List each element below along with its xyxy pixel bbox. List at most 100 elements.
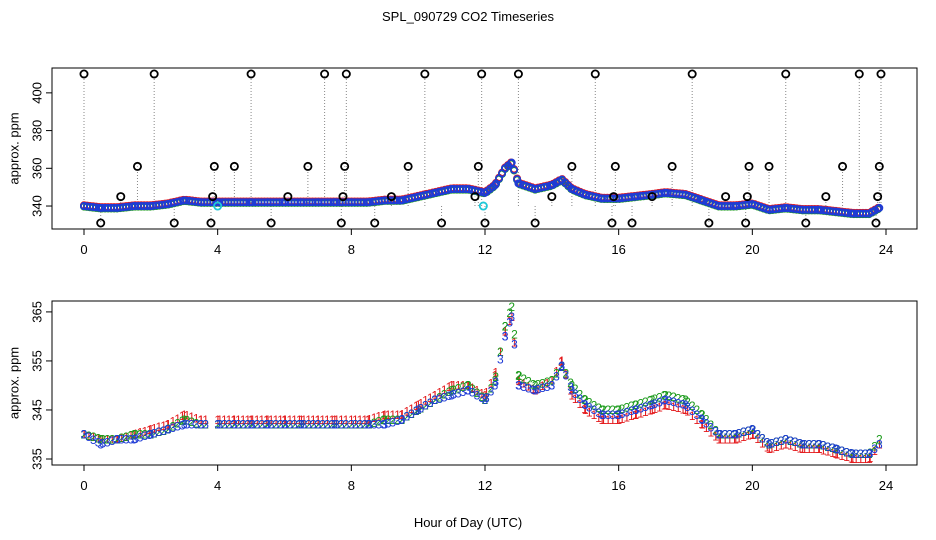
series-1-glyph: 1	[389, 408, 396, 422]
series-2-glyph: 2	[375, 415, 382, 429]
series-2-glyph: 2	[553, 367, 560, 381]
x-tick-label: 20	[745, 242, 759, 257]
series-1-point: 1	[508, 310, 515, 324]
series-3-glyph: 3	[586, 400, 593, 414]
series-1-point: 1	[492, 369, 499, 383]
series-1-point: 1	[782, 437, 789, 451]
series-2-glyph: 2	[366, 417, 373, 431]
series-1-point: 1	[699, 418, 706, 432]
series-1-glyph: 1	[324, 413, 331, 427]
series-1-point: 1	[131, 427, 138, 441]
series-3-point: 3	[415, 403, 422, 417]
ambient-point	[247, 198, 256, 207]
series-1-point: 1	[315, 413, 322, 427]
series-1-point: 1	[515, 374, 522, 388]
series-1-glyph: 1	[226, 413, 233, 427]
ambient-point	[163, 200, 172, 209]
series-3-glyph: 3	[492, 375, 499, 389]
series-3-glyph: 3	[530, 383, 537, 397]
series-1-glyph: 1	[544, 376, 551, 390]
series-2-glyph: 2	[413, 404, 420, 418]
calibration-point	[208, 192, 218, 202]
series-1-glyph: 1	[497, 345, 504, 359]
series-3-glyph: 3	[577, 392, 584, 406]
series-2-point: 2	[365, 418, 372, 432]
calibration-point	[687, 69, 697, 79]
flagged-point	[478, 201, 488, 211]
series-2-glyph: 2	[548, 374, 555, 388]
series-3-glyph: 3	[684, 400, 691, 414]
series-3-point: 3	[448, 388, 455, 402]
ambient-point	[614, 194, 623, 203]
series-3-glyph: 3	[525, 381, 532, 395]
series-1-glyph: 1	[572, 392, 579, 406]
series-2-glyph: 2	[310, 418, 317, 432]
x-tick-label: 24	[879, 242, 893, 257]
series-2-glyph: 2	[90, 430, 97, 444]
series-2-glyph: 2	[141, 427, 148, 441]
series-2-glyph: 2	[525, 375, 532, 389]
series-2-glyph: 2	[853, 447, 860, 461]
series-1-point: 1	[381, 408, 388, 422]
series-1-glyph: 1	[600, 413, 607, 427]
y-tick-label: 400	[29, 82, 44, 104]
y-tick-label: 380	[29, 120, 44, 142]
series-2-glyph: 2	[605, 403, 612, 417]
series-1-point: 1	[876, 437, 883, 451]
series-1-glyph: 1	[422, 394, 429, 408]
series-2-glyph: 2	[614, 403, 621, 417]
series-1-glyph: 1	[375, 410, 382, 424]
series-1-glyph: 1	[291, 413, 298, 427]
series-1-point: 1	[502, 325, 509, 339]
series-2-glyph: 2	[703, 413, 710, 427]
ambient-point	[347, 198, 356, 207]
ambient-point	[263, 198, 272, 207]
series-3-glyph: 3	[268, 418, 275, 432]
series-3-glyph: 3	[413, 404, 420, 418]
series-3-glyph: 3	[99, 437, 106, 451]
series-2-glyph: 2	[460, 380, 467, 394]
series-1-glyph: 1	[244, 413, 251, 427]
x-tick-label: 8	[348, 478, 355, 493]
series-2-glyph: 2	[740, 425, 747, 439]
y-tick-label: 345	[29, 399, 44, 421]
ambient-point	[397, 196, 406, 205]
series-1-glyph: 1	[736, 431, 743, 445]
x-tick-label: 12	[478, 242, 492, 257]
series-3-glyph: 3	[810, 437, 817, 451]
y-tick-label: 340	[29, 195, 44, 217]
calibration-point	[132, 161, 142, 171]
series-2-glyph: 2	[825, 440, 832, 454]
series-3-point: 3	[649, 398, 656, 412]
ambient-point	[491, 181, 500, 190]
series-1-glyph: 1	[754, 432, 761, 446]
series-2-glyph: 2	[450, 383, 457, 397]
series-3-point: 3	[508, 310, 515, 324]
ambient-point	[581, 190, 590, 199]
series-1-point: 1	[833, 447, 840, 461]
series-3-glyph: 3	[717, 427, 724, 441]
ambient-point	[875, 203, 884, 212]
series-3-glyph: 3	[628, 404, 635, 418]
series-2-glyph: 2	[773, 435, 780, 449]
calibration-point	[437, 218, 447, 228]
ambient-point	[230, 198, 239, 207]
series-2-glyph: 2	[408, 407, 415, 421]
series-3-glyph: 3	[226, 418, 233, 432]
series-3-glyph: 3	[675, 396, 682, 410]
series-1-glyph: 1	[712, 429, 719, 443]
series-3-point: 3	[492, 378, 499, 392]
series-2-glyph: 2	[637, 396, 644, 410]
series-3-glyph: 3	[665, 394, 672, 408]
series-2-glyph: 2	[665, 389, 672, 403]
series-2-glyph: 2	[544, 375, 551, 389]
series-1-glyph: 1	[277, 413, 284, 427]
series-1-glyph: 1	[563, 368, 570, 382]
series-3-glyph: 3	[193, 418, 200, 432]
series-2-glyph: 2	[263, 418, 270, 432]
series-2-glyph: 2	[109, 432, 116, 446]
ambient-point	[180, 196, 189, 205]
series-3-glyph: 3	[104, 435, 111, 449]
series-3-point: 3	[181, 418, 188, 432]
series-2-glyph: 2	[717, 427, 724, 441]
